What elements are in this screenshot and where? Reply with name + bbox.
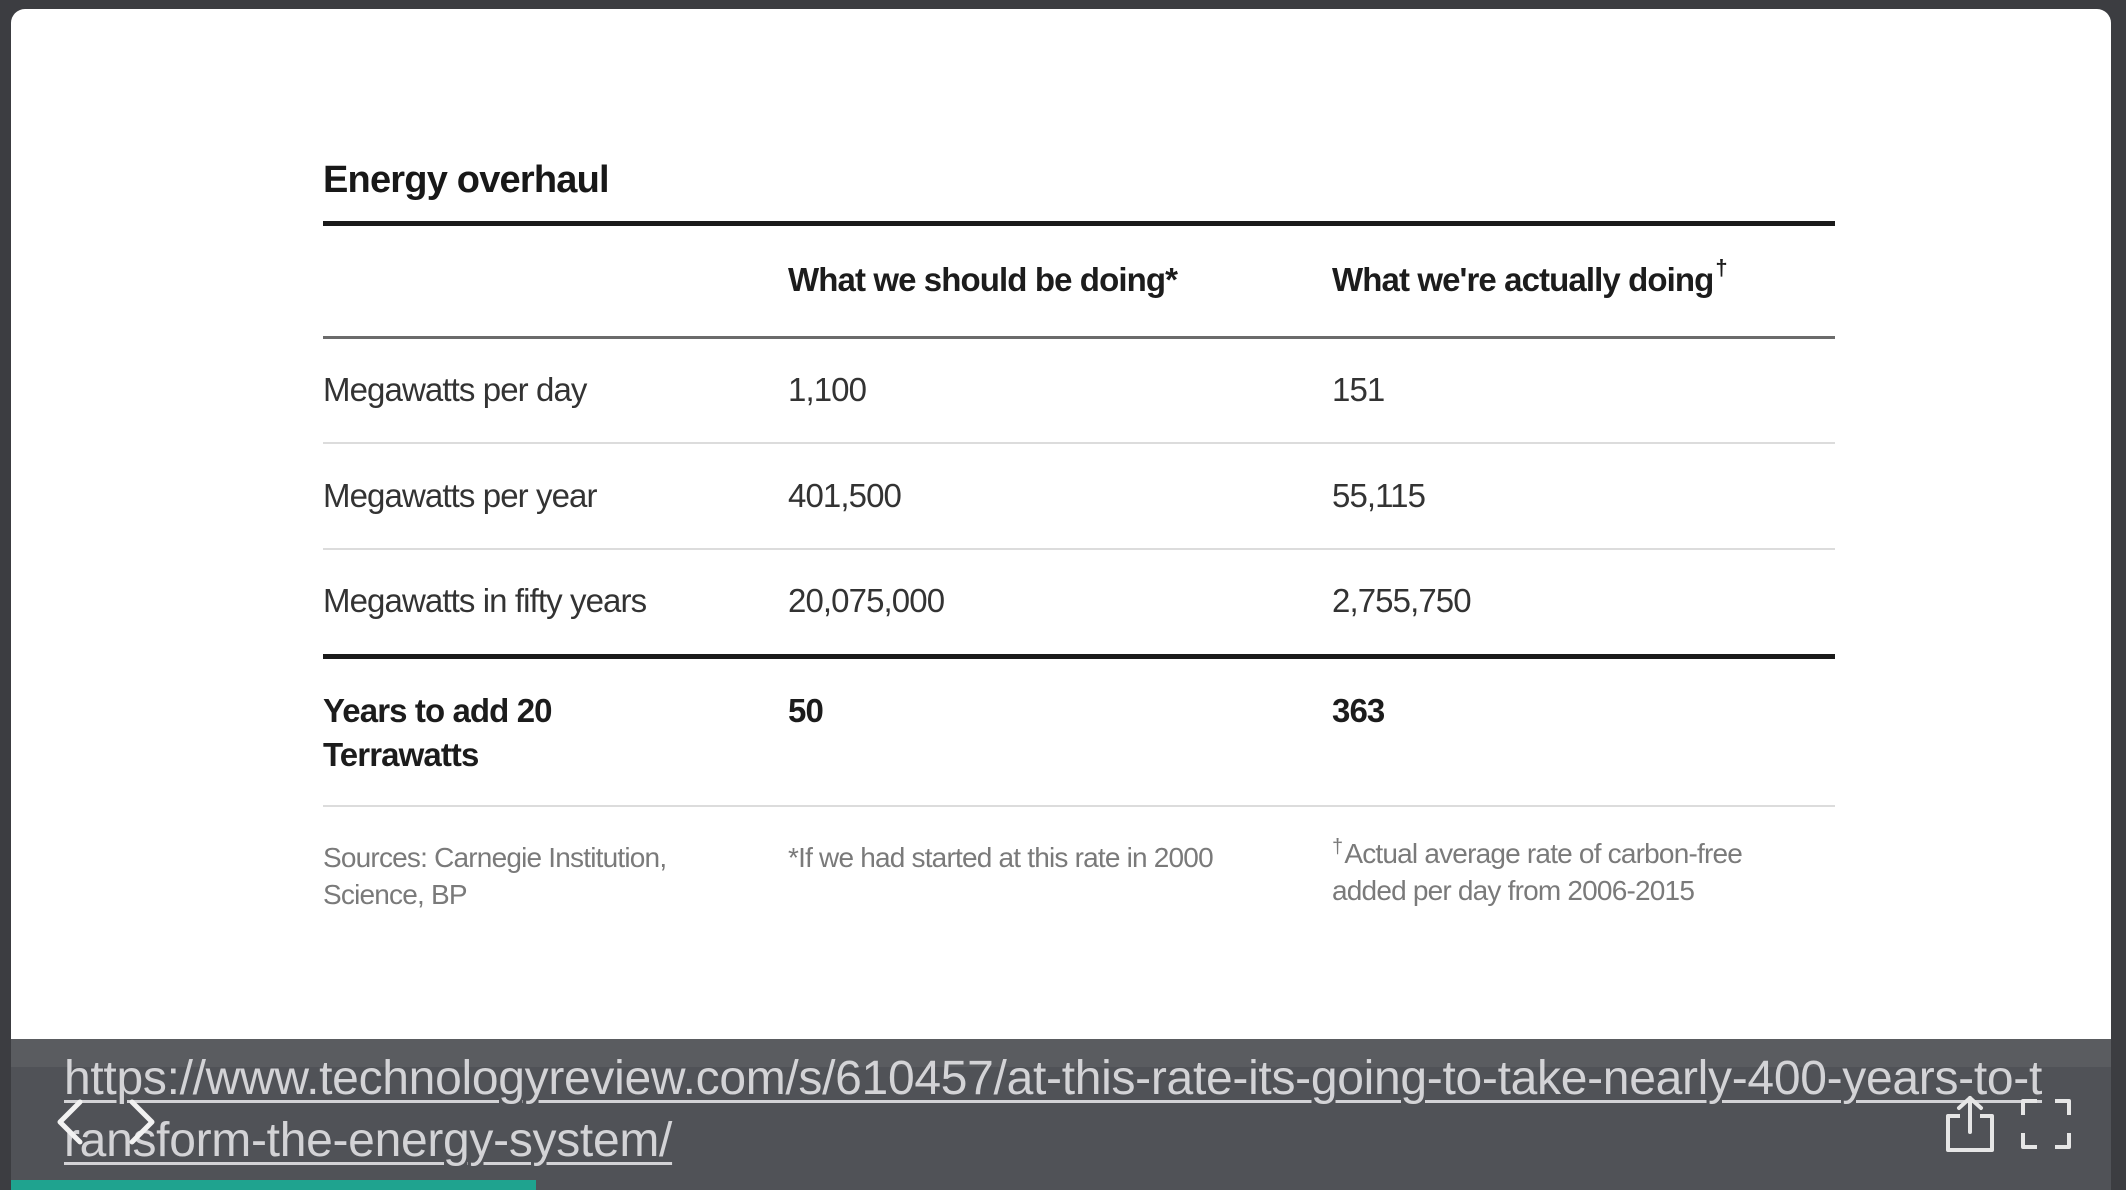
- header-actual: What we're actually doing†: [1332, 255, 1728, 299]
- row-should-value: 1,100: [788, 371, 867, 408]
- row-should-value: 401,500: [788, 477, 902, 514]
- slide-image: Energy overhaul What we should be doing*…: [11, 9, 2111, 1039]
- row-divider: [323, 548, 1835, 550]
- notes-divider: [323, 805, 1835, 807]
- source-url-link[interactable]: https://www.technologyreview.com/s/61045…: [64, 1052, 2043, 1167]
- chevron-left-icon: [57, 1099, 83, 1145]
- should-footnote: *If we had started at this rate in 2000: [788, 842, 1214, 873]
- caption-bar-shade: [11, 1039, 2111, 1067]
- fullscreen-button[interactable]: [2020, 1098, 2072, 1150]
- row-label: Megawatts per year: [323, 477, 598, 514]
- row-divider: [323, 442, 1835, 444]
- progress-fill: [11, 1180, 536, 1190]
- sources-note: Sources: Carnegie Institution, Science, …: [323, 842, 667, 910]
- dagger-mark: †: [1332, 836, 1343, 858]
- total-should-value: 50: [788, 692, 824, 729]
- row-actual-value: 55,115: [1332, 477, 1426, 514]
- table-title: Energy overhaul: [323, 159, 610, 201]
- header-rule: [323, 336, 1835, 339]
- header-should: What we should be doing*: [788, 261, 1178, 298]
- chevron-right-icon: [129, 1099, 155, 1145]
- dagger-mark: †: [1715, 255, 1727, 280]
- actual-footnote-text: Actual average rate of carbon-free added…: [1332, 838, 1743, 906]
- row-label: Megawatts in fifty years: [323, 582, 647, 619]
- header-actual-text: What we're actually doing: [1332, 261, 1714, 298]
- total-actual-value: 363: [1332, 692, 1385, 729]
- title-rule: [323, 221, 1835, 226]
- row-should-value: 20,075,000: [788, 582, 945, 619]
- row-actual-value: 2,755,750: [1332, 582, 1472, 619]
- total-rule: [323, 654, 1835, 659]
- total-label: Years to add 20 Terrawatts: [323, 692, 553, 773]
- previous-button[interactable]: [42, 1092, 102, 1152]
- row-label: Megawatts per day: [323, 371, 587, 408]
- next-button[interactable]: [110, 1092, 170, 1152]
- share-icon: [1946, 1096, 1994, 1152]
- slideshow-progress: [11, 1180, 2111, 1190]
- caption-bar: [11, 1039, 2111, 1190]
- actual-footnote: †Actual average rate of carbon-free adde…: [1332, 835, 1802, 909]
- fullscreen-icon: [2021, 1099, 2071, 1149]
- row-actual-value: 151: [1332, 371, 1385, 408]
- share-button[interactable]: [1942, 1094, 1998, 1154]
